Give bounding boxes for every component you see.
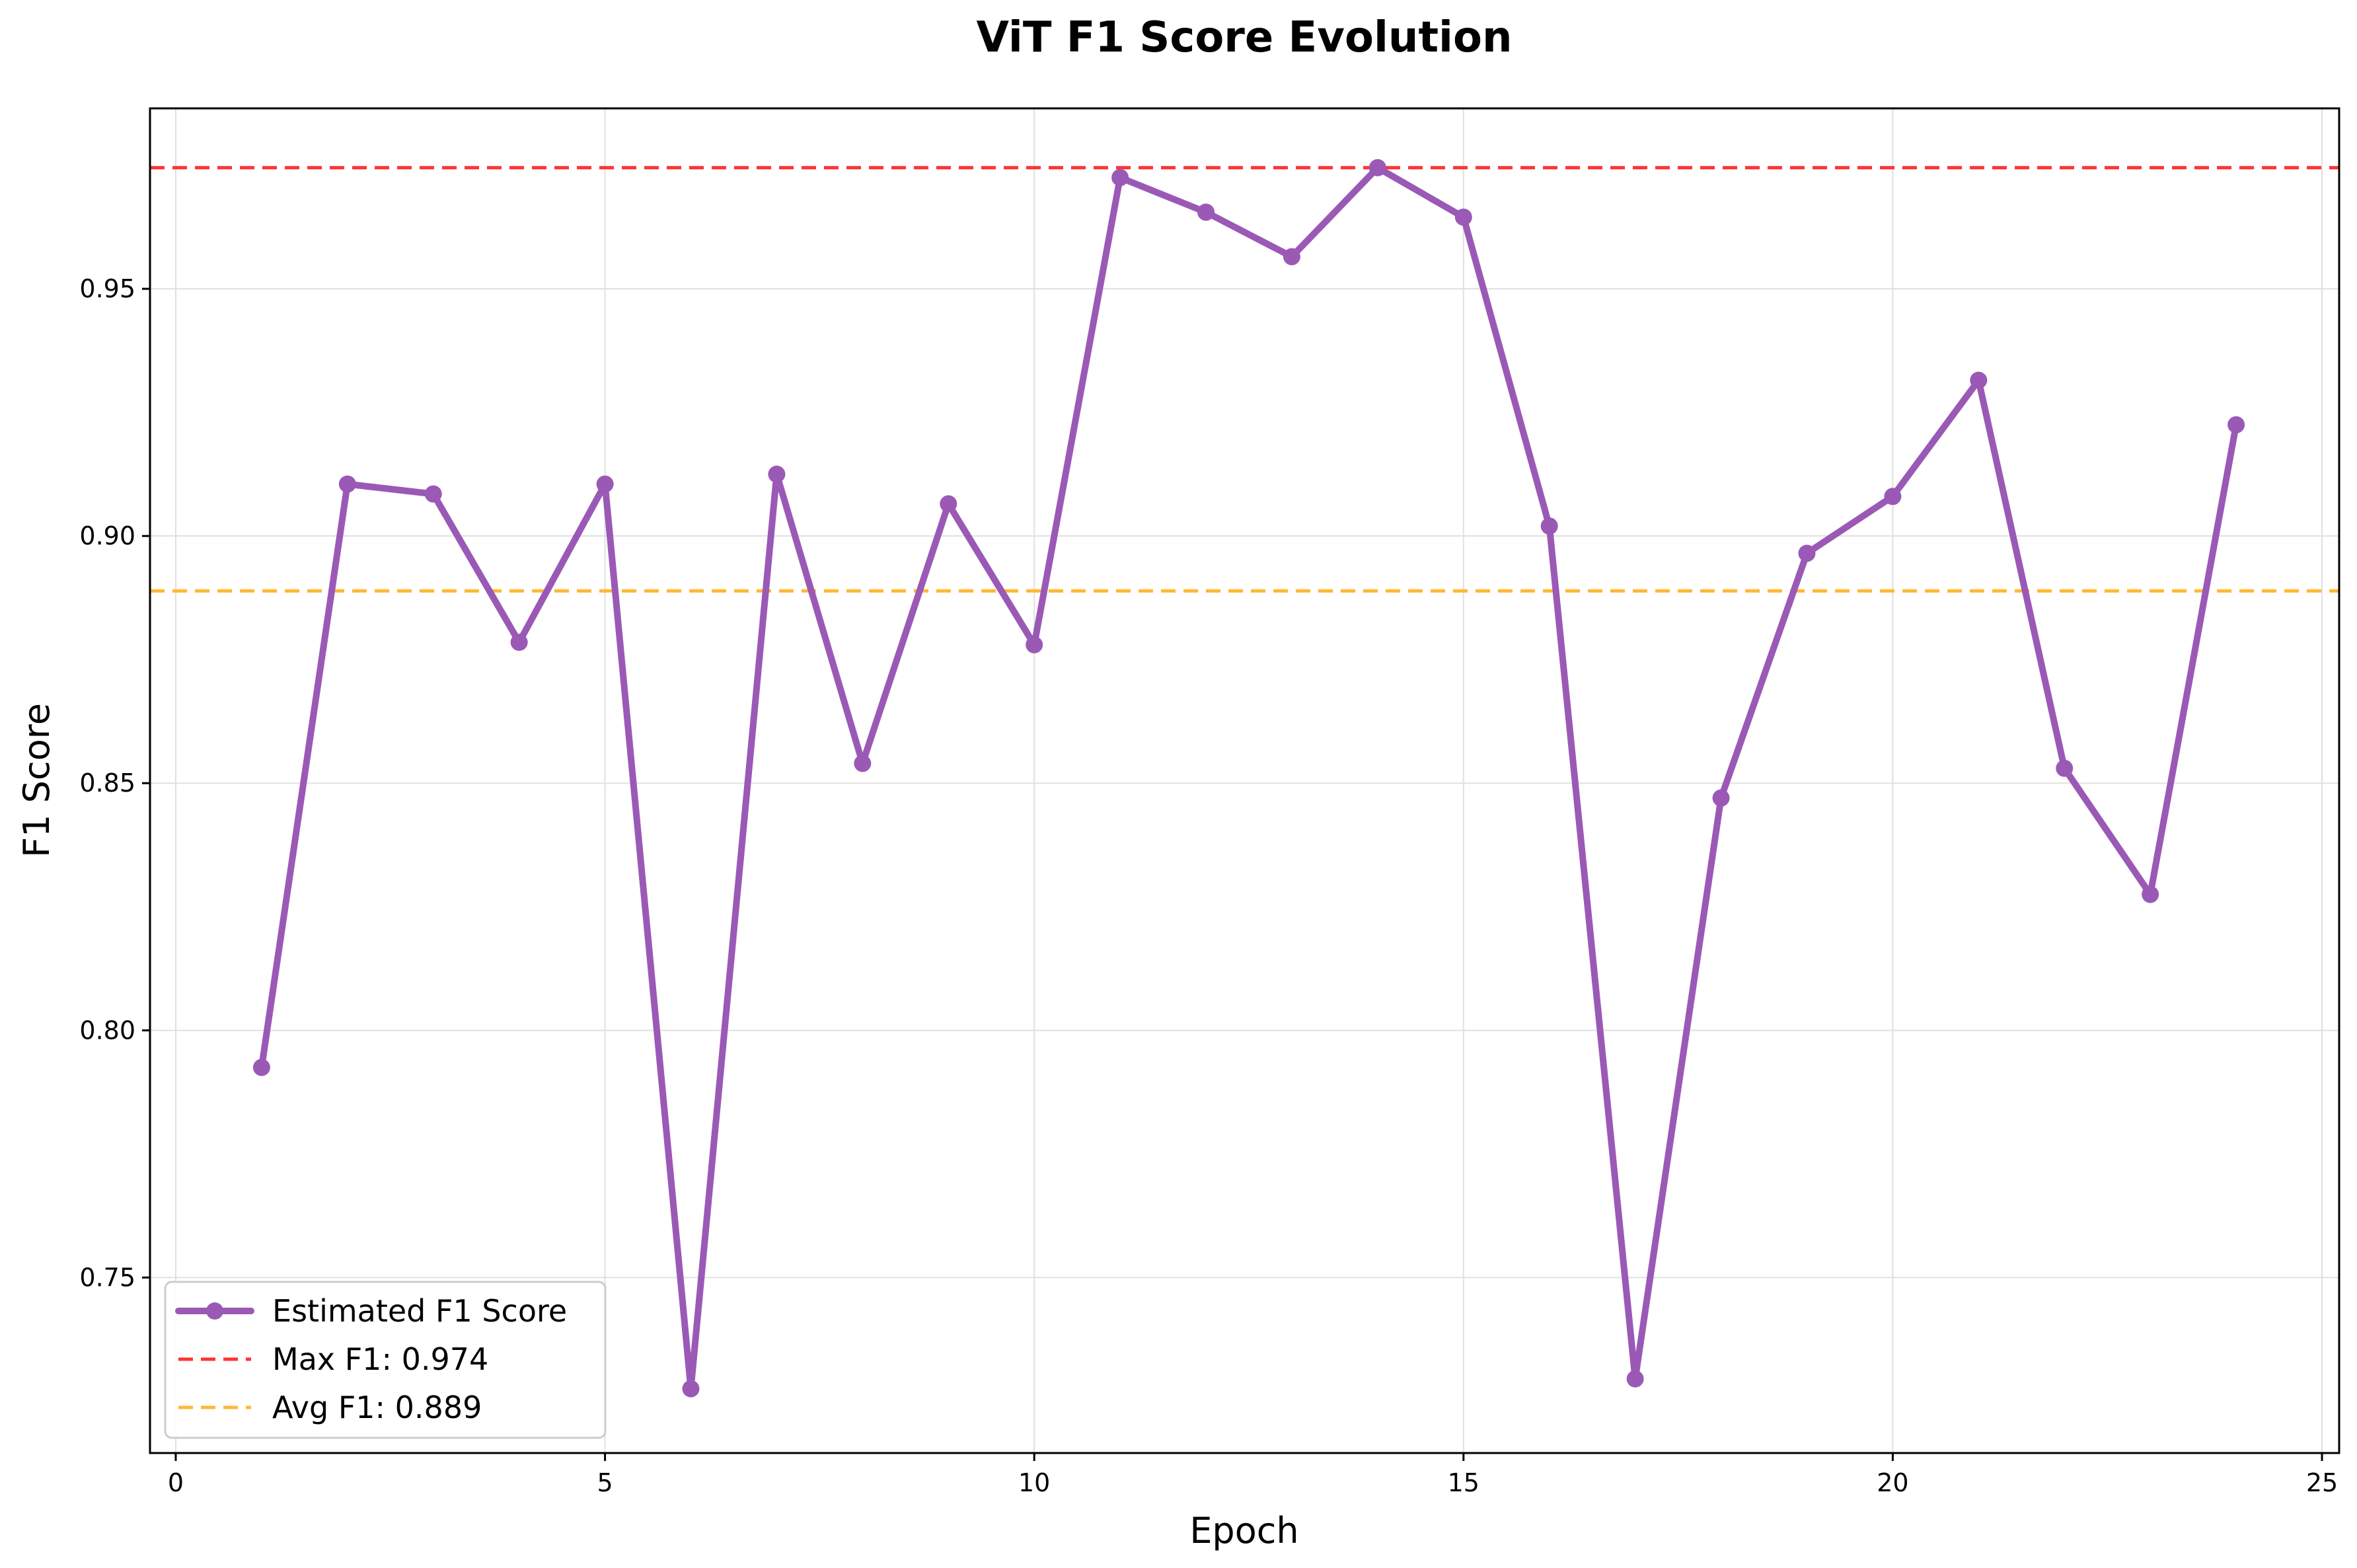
y-tick-label: 0.75 bbox=[79, 1263, 135, 1292]
f1-score-point-epoch-2 bbox=[338, 475, 356, 493]
f1-score-point-epoch-15 bbox=[1454, 208, 1472, 226]
y-tick-label: 0.90 bbox=[79, 521, 135, 550]
y-axis-ticks: 0.75 0.80 0.85 0.90 0.95 bbox=[79, 274, 150, 1292]
legend-marker-f1-score bbox=[206, 1302, 223, 1320]
f1-score-point-epoch-11 bbox=[1111, 168, 1129, 186]
f1-score-point-epoch-6 bbox=[682, 1380, 700, 1398]
plot-area-frame bbox=[149, 107, 2340, 1454]
x-tick-label: 10 bbox=[1018, 1468, 1050, 1497]
x-axis-ticks: 0 5 10 15 20 25 bbox=[168, 1453, 2338, 1497]
f1-score-point-epoch-22 bbox=[2056, 759, 2074, 777]
y-tick-label: 0.85 bbox=[79, 768, 135, 798]
f1-score-point-epoch-3 bbox=[424, 485, 442, 503]
legend-label-avg-f1: Avg F1: 0.889 bbox=[272, 1390, 482, 1425]
f1-score-point-epoch-1 bbox=[252, 1059, 270, 1076]
f1-score-point-epoch-23 bbox=[2142, 885, 2159, 903]
x-axis-label: Epoch bbox=[1189, 1510, 1298, 1551]
f1-score-point-epoch-7 bbox=[768, 465, 786, 483]
y-axis-label: F1 Score bbox=[16, 703, 57, 858]
chart-title: ViT F1 Score Evolution bbox=[976, 13, 1512, 62]
legend-label-max-f1: Max F1: 0.974 bbox=[272, 1341, 488, 1377]
f1-score-point-epoch-14 bbox=[1368, 159, 1386, 176]
x-tick-label: 5 bbox=[597, 1468, 613, 1497]
f1-score-series-line bbox=[258, 164, 2240, 1392]
grid-lines bbox=[150, 108, 2339, 1453]
f1-score-point-epoch-12 bbox=[1197, 204, 1215, 221]
legend-box bbox=[164, 1281, 607, 1439]
f1-score-point-epoch-16 bbox=[1540, 517, 1558, 535]
f1-score-point-epoch-4 bbox=[510, 634, 528, 652]
y-tick-label: 0.80 bbox=[79, 1016, 135, 1045]
f1-score-point-epoch-13 bbox=[1283, 248, 1300, 266]
x-tick-label: 20 bbox=[1877, 1468, 1908, 1497]
f1-score-point-epoch-20 bbox=[1884, 488, 1902, 505]
f1-score-point-epoch-5 bbox=[596, 475, 614, 493]
legend: Estimated F1 Score Max F1: 0.974 Avg F1:… bbox=[164, 1281, 607, 1439]
x-tick-label: 25 bbox=[2306, 1468, 2338, 1497]
f1-score-point-epoch-9 bbox=[940, 495, 957, 513]
x-tick-label: 0 bbox=[168, 1468, 184, 1497]
data-series bbox=[252, 159, 2245, 1398]
legend-label-f1-score: Estimated F1 Score bbox=[272, 1293, 567, 1329]
f1-score-point-epoch-18 bbox=[1712, 789, 1730, 807]
f1-score-point-epoch-17 bbox=[1626, 1370, 1644, 1388]
f1-score-point-epoch-8 bbox=[854, 755, 872, 772]
y-tick-label: 0.95 bbox=[79, 274, 135, 303]
reference-lines bbox=[150, 166, 2339, 593]
x-tick-label: 15 bbox=[1448, 1468, 1479, 1497]
f1-score-point-epoch-21 bbox=[1970, 371, 1988, 389]
f1-score-point-epoch-19 bbox=[1798, 544, 1816, 562]
f1-score-point-epoch-10 bbox=[1026, 636, 1043, 653]
f1-score-point-epoch-24 bbox=[2227, 416, 2245, 433]
